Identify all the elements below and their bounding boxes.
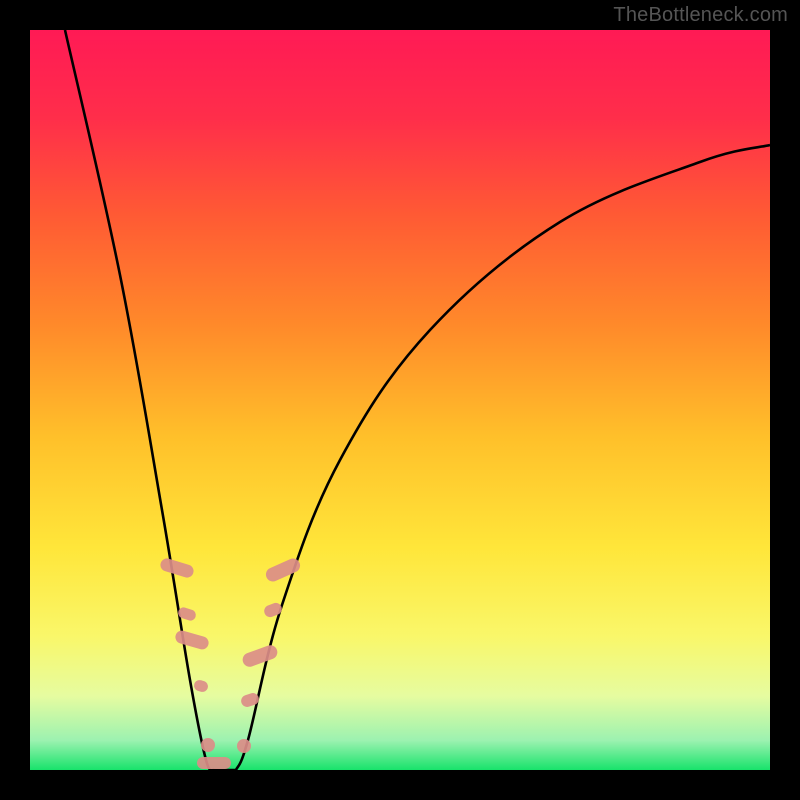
marker-dot	[201, 738, 215, 752]
bottleneck-chart	[0, 0, 800, 800]
marker-capsule	[197, 757, 231, 769]
gradient-background	[30, 30, 770, 770]
marker-dot	[237, 739, 251, 753]
watermark-text: TheBottleneck.com	[613, 4, 788, 27]
